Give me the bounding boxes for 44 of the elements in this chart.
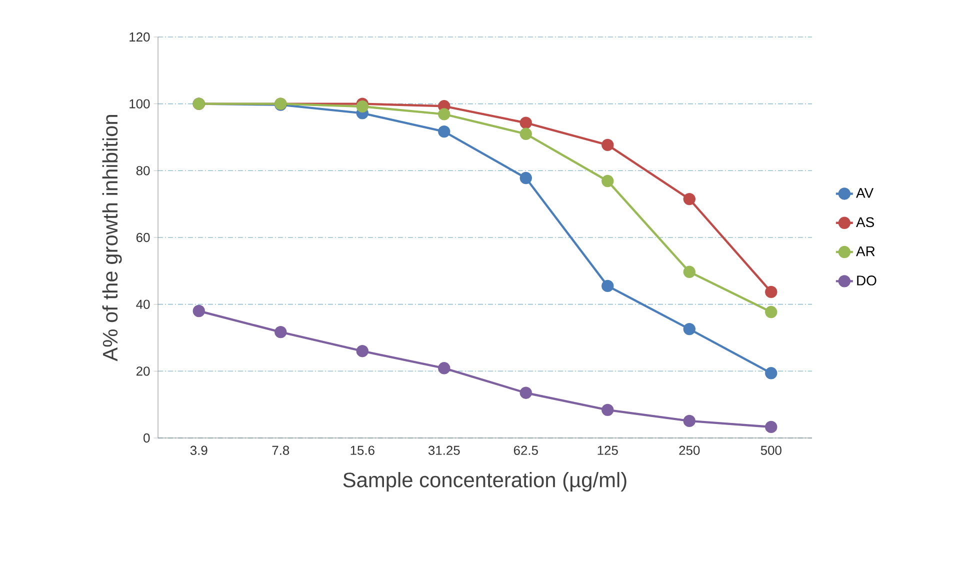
point [683, 266, 696, 278]
point [683, 322, 696, 336]
point [192, 304, 205, 318]
point [602, 174, 614, 188]
point [683, 192, 696, 206]
y-axis-title: A% of the growth inhibition [102, 115, 122, 362]
point [602, 138, 614, 152]
point [356, 345, 368, 358]
x-tick-label: 125 [598, 446, 618, 455]
y-tick-label: 120 [130, 32, 150, 42]
x-tick-label: 62.5 [514, 446, 538, 455]
x-tick-label: 250 [679, 446, 700, 455]
point [765, 286, 778, 298]
legend-label: DO [857, 276, 876, 286]
y-tick-label: 40 [136, 300, 150, 309]
x-axis-title: Sample concenteration (µg/ml) [343, 472, 626, 492]
point [520, 116, 532, 129]
y-tick-label: 100 [130, 99, 150, 108]
point [602, 280, 614, 292]
point [602, 404, 614, 416]
y-tick-label: 80 [136, 166, 150, 176]
legend-label: AS [856, 217, 874, 228]
point [438, 125, 450, 138]
point [356, 100, 368, 113]
x-tick-label: 500 [760, 446, 782, 455]
y-tick-label: 0 [144, 433, 150, 443]
y-tick-label: 60 [136, 232, 150, 242]
point [438, 362, 450, 374]
legend-label: AR [856, 246, 875, 256]
legend-label: AV [856, 188, 874, 198]
x-tick-label: 7.8 [272, 446, 290, 455]
point [438, 108, 450, 120]
x-tick-label: 15.6 [350, 446, 374, 455]
x-tick-label: 3.9 [190, 446, 208, 455]
point [274, 326, 287, 338]
point [765, 306, 778, 318]
point [683, 414, 696, 428]
point [765, 367, 778, 380]
y-tick-label: 20 [136, 366, 150, 376]
x-tick-label: 31.25 [428, 446, 460, 455]
point [765, 420, 778, 434]
point [520, 386, 532, 399]
point [520, 172, 532, 184]
point [520, 128, 532, 140]
